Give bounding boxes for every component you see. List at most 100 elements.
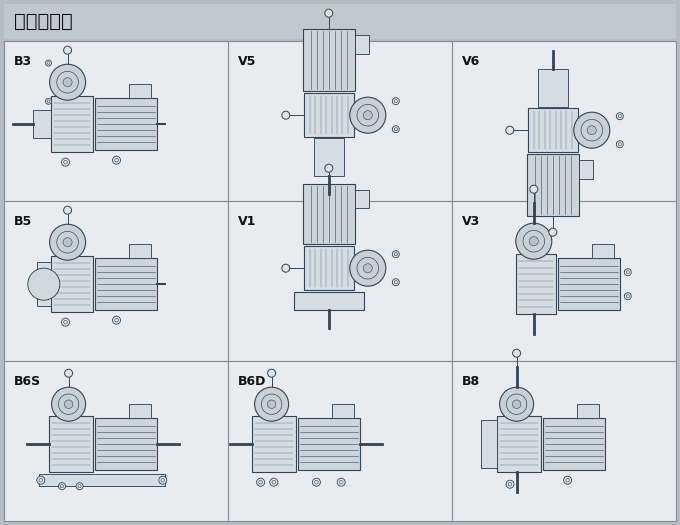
Bar bbox=[304, 246, 354, 290]
Circle shape bbox=[392, 98, 399, 104]
Circle shape bbox=[392, 251, 399, 258]
Bar bbox=[355, 190, 369, 208]
Bar bbox=[33, 110, 51, 138]
Text: V1: V1 bbox=[238, 215, 256, 228]
Circle shape bbox=[28, 268, 60, 300]
Bar bbox=[39, 474, 165, 486]
Circle shape bbox=[312, 478, 320, 486]
Bar bbox=[452, 361, 676, 521]
Circle shape bbox=[616, 113, 624, 120]
Circle shape bbox=[63, 78, 72, 87]
Circle shape bbox=[282, 111, 290, 119]
Circle shape bbox=[50, 224, 86, 260]
Circle shape bbox=[574, 112, 610, 148]
Circle shape bbox=[624, 293, 631, 300]
Text: 安装方位图: 安装方位图 bbox=[14, 12, 73, 31]
Bar bbox=[303, 29, 355, 91]
Bar bbox=[228, 361, 452, 521]
Bar bbox=[592, 244, 613, 258]
Circle shape bbox=[282, 264, 290, 272]
Bar bbox=[355, 35, 369, 54]
Bar bbox=[51, 256, 92, 312]
Circle shape bbox=[529, 237, 539, 246]
Bar bbox=[528, 108, 578, 152]
Bar bbox=[51, 96, 92, 152]
Bar bbox=[298, 418, 360, 470]
Circle shape bbox=[513, 349, 521, 357]
Circle shape bbox=[363, 111, 373, 120]
Text: B5: B5 bbox=[14, 215, 32, 228]
Bar bbox=[252, 416, 296, 472]
Circle shape bbox=[624, 269, 631, 276]
Bar bbox=[543, 418, 605, 470]
Bar bbox=[95, 258, 157, 310]
Bar bbox=[4, 201, 228, 361]
Circle shape bbox=[512, 400, 521, 408]
Bar bbox=[579, 161, 594, 179]
Circle shape bbox=[363, 264, 373, 272]
Text: V5: V5 bbox=[238, 55, 256, 68]
Circle shape bbox=[588, 125, 596, 135]
Bar bbox=[95, 98, 157, 150]
Circle shape bbox=[112, 156, 120, 164]
Circle shape bbox=[270, 478, 278, 486]
Circle shape bbox=[58, 482, 65, 490]
Circle shape bbox=[267, 400, 276, 408]
Circle shape bbox=[112, 316, 120, 324]
Bar bbox=[228, 41, 452, 201]
Circle shape bbox=[61, 318, 69, 326]
Circle shape bbox=[159, 476, 167, 484]
Bar bbox=[452, 41, 676, 201]
Text: V6: V6 bbox=[462, 55, 480, 68]
Circle shape bbox=[63, 238, 72, 247]
Circle shape bbox=[256, 478, 265, 486]
Circle shape bbox=[564, 476, 572, 484]
Bar bbox=[527, 154, 579, 216]
Bar bbox=[129, 83, 150, 98]
Bar bbox=[558, 258, 619, 310]
Circle shape bbox=[65, 369, 73, 377]
Circle shape bbox=[254, 387, 288, 421]
Circle shape bbox=[325, 9, 333, 17]
Circle shape bbox=[325, 164, 333, 172]
Bar bbox=[538, 69, 568, 107]
Text: B6D: B6D bbox=[238, 375, 267, 388]
Bar bbox=[4, 4, 676, 39]
Circle shape bbox=[37, 476, 45, 484]
Circle shape bbox=[46, 60, 52, 66]
Bar bbox=[577, 404, 598, 418]
Text: B3: B3 bbox=[14, 55, 32, 68]
Bar bbox=[95, 418, 157, 470]
Circle shape bbox=[616, 141, 624, 148]
Circle shape bbox=[76, 482, 83, 490]
Circle shape bbox=[52, 387, 86, 421]
Circle shape bbox=[506, 480, 514, 488]
Bar bbox=[228, 201, 452, 361]
Circle shape bbox=[516, 223, 551, 259]
Bar bbox=[37, 262, 51, 306]
Bar bbox=[332, 404, 354, 418]
Circle shape bbox=[549, 228, 557, 236]
Bar bbox=[497, 416, 541, 472]
Circle shape bbox=[64, 206, 71, 214]
Circle shape bbox=[61, 158, 69, 166]
Circle shape bbox=[500, 387, 534, 421]
Bar bbox=[129, 404, 150, 418]
Bar bbox=[452, 201, 676, 361]
Bar bbox=[313, 138, 344, 176]
Text: V3: V3 bbox=[462, 215, 480, 228]
Bar bbox=[304, 93, 354, 137]
Circle shape bbox=[46, 98, 52, 104]
Circle shape bbox=[268, 369, 275, 377]
Bar bbox=[49, 416, 92, 472]
Circle shape bbox=[50, 64, 86, 100]
Text: B6S: B6S bbox=[14, 375, 41, 388]
Text: B8: B8 bbox=[462, 375, 480, 388]
Circle shape bbox=[530, 185, 538, 193]
Circle shape bbox=[350, 250, 386, 286]
Bar bbox=[294, 292, 364, 310]
Bar bbox=[4, 361, 228, 521]
Bar bbox=[303, 184, 355, 244]
Circle shape bbox=[392, 279, 399, 286]
Circle shape bbox=[392, 125, 399, 133]
